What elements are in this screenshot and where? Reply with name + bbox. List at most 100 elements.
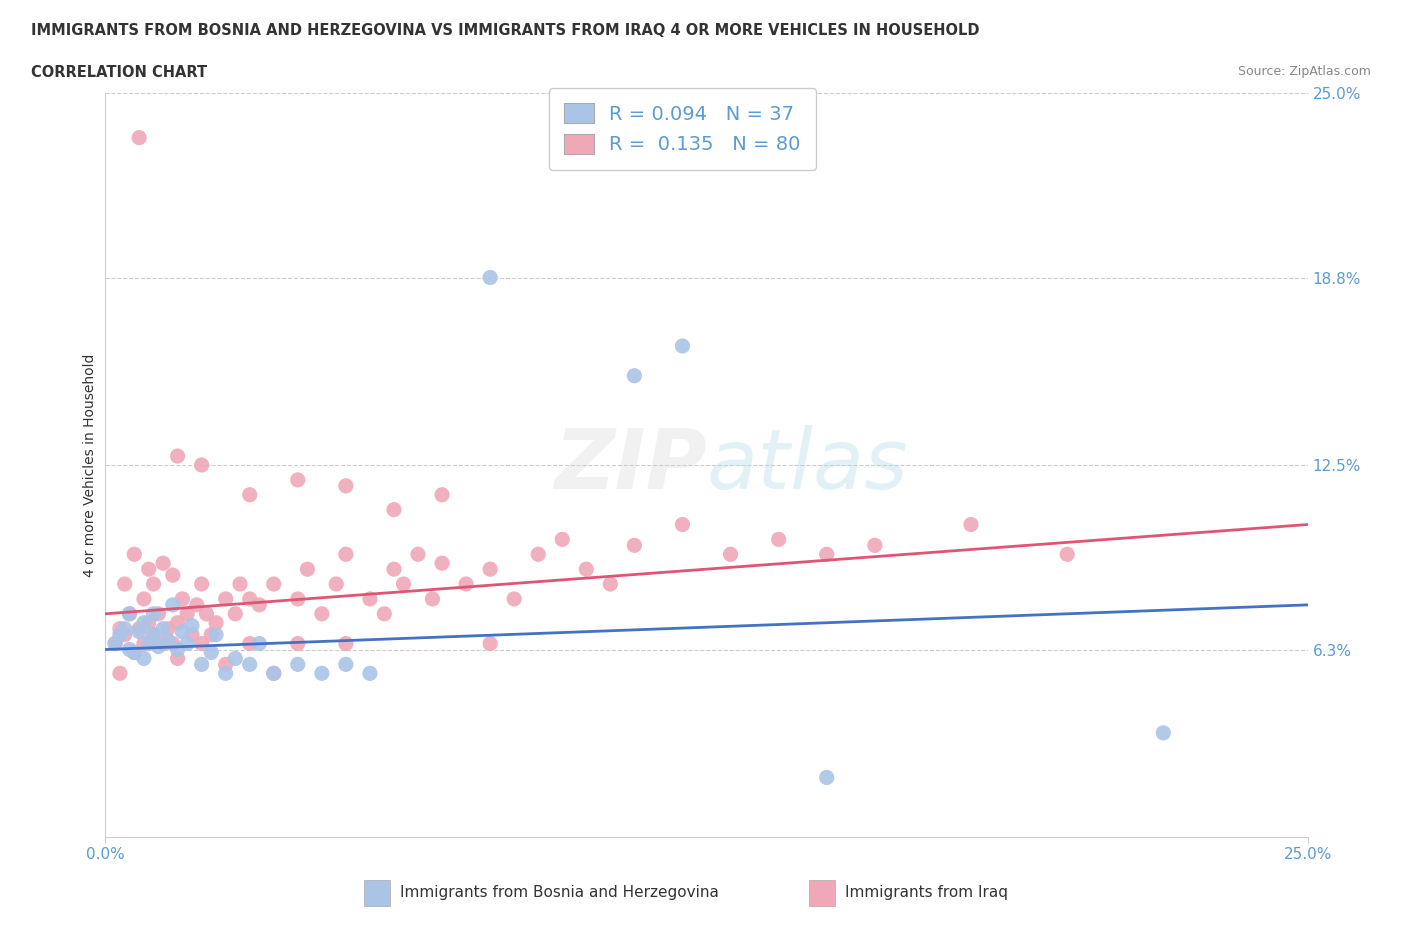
Point	[128, 624, 150, 639]
Point	[720, 547, 742, 562]
Point	[229, 577, 252, 591]
Point	[181, 618, 204, 633]
Point	[297, 562, 319, 577]
Point	[671, 517, 693, 532]
Point	[239, 657, 262, 671]
FancyBboxPatch shape	[364, 880, 391, 906]
Point	[214, 657, 236, 671]
Point	[430, 556, 453, 571]
Y-axis label: 4 or more Vehicles in Household: 4 or more Vehicles in Household	[83, 353, 97, 577]
Point	[166, 642, 188, 657]
Point	[287, 472, 309, 487]
Point	[138, 636, 160, 651]
Point	[132, 651, 155, 666]
Point	[104, 636, 127, 651]
Point	[118, 642, 141, 657]
Point	[1056, 547, 1078, 562]
Point	[128, 130, 150, 145]
Point	[479, 562, 502, 577]
Point	[503, 591, 526, 606]
Point	[359, 666, 381, 681]
Point	[156, 621, 179, 636]
Point	[108, 666, 131, 681]
Point	[114, 627, 136, 642]
Point	[263, 666, 285, 681]
FancyBboxPatch shape	[808, 880, 835, 906]
Point	[335, 478, 357, 493]
Point	[287, 591, 309, 606]
Point	[214, 591, 236, 606]
Point	[132, 616, 155, 631]
Point	[152, 636, 174, 651]
Point	[176, 636, 198, 651]
Point	[575, 562, 598, 577]
Point	[142, 606, 165, 621]
Point	[186, 597, 208, 612]
Point	[527, 547, 550, 562]
Point	[239, 636, 262, 651]
Point	[152, 556, 174, 571]
Point	[263, 666, 285, 681]
Point	[142, 627, 165, 642]
Point	[190, 458, 212, 472]
Point	[190, 657, 212, 671]
Point	[172, 591, 194, 606]
Point	[224, 606, 246, 621]
Point	[287, 636, 309, 651]
Point	[156, 633, 179, 648]
Point	[124, 645, 146, 660]
Point	[166, 448, 188, 463]
Point	[162, 636, 184, 651]
Point	[623, 368, 645, 383]
Text: Source: ZipAtlas.com: Source: ZipAtlas.com	[1237, 65, 1371, 78]
Point	[382, 502, 405, 517]
Point	[172, 624, 194, 639]
Point	[311, 666, 333, 681]
Point	[108, 621, 131, 636]
Text: ZIP: ZIP	[554, 424, 707, 506]
Point	[128, 621, 150, 636]
Point	[124, 645, 146, 660]
Point	[162, 567, 184, 582]
Point	[124, 547, 146, 562]
Point	[422, 591, 444, 606]
Point	[132, 636, 155, 651]
Point	[205, 616, 228, 631]
Point	[263, 577, 285, 591]
Point	[406, 547, 429, 562]
Point	[815, 770, 838, 785]
Point	[200, 627, 222, 642]
Point	[335, 657, 357, 671]
Point	[108, 627, 131, 642]
Point	[479, 636, 502, 651]
Point	[247, 597, 270, 612]
Point	[768, 532, 790, 547]
Point	[181, 627, 204, 642]
Point	[335, 636, 357, 651]
Point	[148, 606, 170, 621]
Point	[200, 645, 222, 660]
Point	[214, 666, 236, 681]
Point	[311, 606, 333, 621]
Point	[325, 577, 347, 591]
Point	[623, 538, 645, 552]
Point	[373, 606, 395, 621]
Point	[162, 597, 184, 612]
Point	[815, 547, 838, 562]
Point	[430, 487, 453, 502]
Point	[118, 606, 141, 621]
Point	[247, 636, 270, 651]
Point	[599, 577, 621, 591]
Point	[479, 270, 502, 285]
Point	[335, 547, 357, 562]
Point	[392, 577, 415, 591]
Point	[152, 621, 174, 636]
Point	[142, 577, 165, 591]
Point	[114, 621, 136, 636]
Point	[224, 651, 246, 666]
Point	[114, 577, 136, 591]
Point	[239, 487, 262, 502]
Point	[239, 591, 262, 606]
Point	[671, 339, 693, 353]
Text: Immigrants from Bosnia and Herzegovina: Immigrants from Bosnia and Herzegovina	[399, 885, 718, 900]
